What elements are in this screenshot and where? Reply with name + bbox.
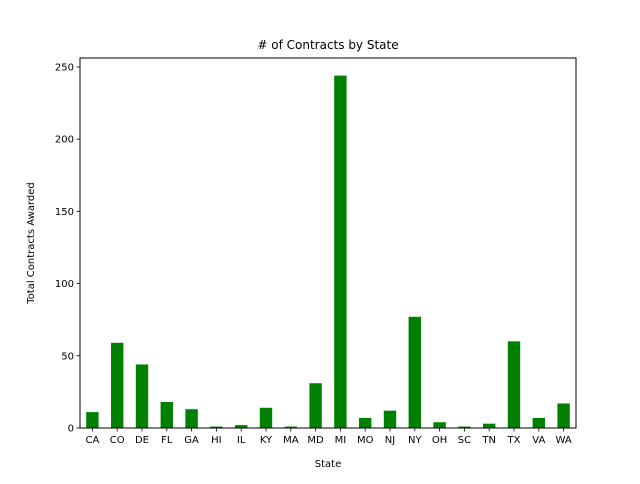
x-tick-label: CO <box>110 435 125 446</box>
x-tick-label: TX <box>507 435 521 446</box>
x-tick-label: IL <box>237 435 246 446</box>
bar-hi <box>210 426 223 428</box>
x-tick-label: KY <box>260 435 273 446</box>
bar-ga <box>185 409 198 428</box>
bar-il <box>235 425 248 428</box>
bar-co <box>111 342 124 428</box>
bar-oh <box>433 422 446 428</box>
bar-md <box>309 383 322 428</box>
y-tick-label: 250 <box>55 62 74 73</box>
x-tick-label: OH <box>432 435 447 446</box>
x-tick-label: SC <box>458 435 471 446</box>
bar-tn <box>483 423 496 428</box>
bar-mo <box>359 417 372 428</box>
bar-de <box>135 364 149 428</box>
x-tick-label: WA <box>556 435 572 446</box>
bar-sc <box>458 426 471 428</box>
y-axis-label: Total Contracts Awarded <box>26 182 37 304</box>
y-tick-label: 50 <box>61 351 74 362</box>
bar-ma <box>284 426 297 428</box>
bar-mi <box>334 75 347 429</box>
bar-tx <box>507 341 521 428</box>
y-axis: 0 50 100 150 200 250 <box>55 62 80 435</box>
bar-va <box>532 417 545 428</box>
y-tick-label: 100 <box>55 279 74 290</box>
bar-ca <box>86 412 99 428</box>
x-tick-label: CA <box>85 435 99 446</box>
y-tick-label: 200 <box>55 135 74 146</box>
x-tick-label: HI <box>211 435 221 446</box>
x-tick-label: NY <box>408 435 422 446</box>
bar-nj <box>383 410 397 428</box>
x-tick-label: NJ <box>385 435 395 446</box>
x-tick-label: MO <box>357 435 374 446</box>
x-tick-label: TN <box>481 435 496 446</box>
bar-ky <box>259 407 273 428</box>
x-tick-label: MD <box>307 435 324 446</box>
bar-wa <box>557 403 570 428</box>
x-axis-label: State <box>315 459 341 470</box>
y-tick-label: 0 <box>68 424 74 435</box>
x-tick-label: MI <box>335 435 347 446</box>
x-tick-label: FL <box>161 435 173 446</box>
x-tick-label: DE <box>135 435 149 446</box>
bar-fl <box>160 402 173 428</box>
chart-title: # of Contracts by State <box>257 38 398 52</box>
y-tick-label: 150 <box>55 207 74 218</box>
x-tick-label: GA <box>184 435 199 446</box>
x-axis: CA CO DE FL GA HI IL KY MA MD MI MO NJ NY OH SC TN TX VA WA <box>85 428 572 446</box>
bar-ny <box>408 316 421 428</box>
plot-frame <box>79 57 577 429</box>
x-tick-label: MA <box>283 435 299 446</box>
x-tick-label: VA <box>532 435 545 446</box>
bars-group <box>86 75 570 429</box>
